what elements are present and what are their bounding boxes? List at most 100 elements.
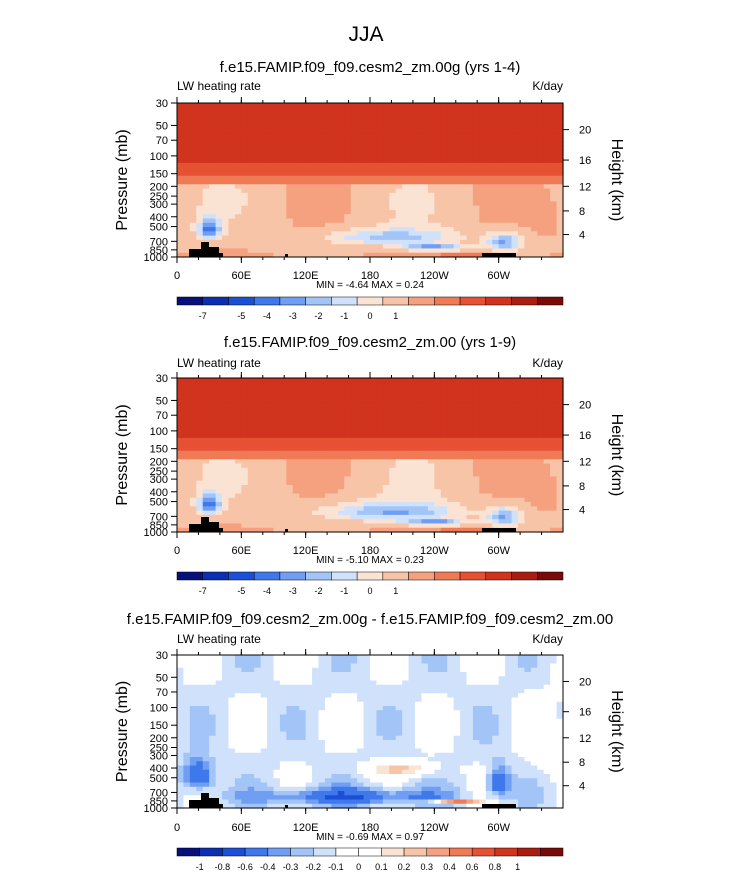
contour-cell — [196, 472, 204, 477]
contour-cell — [305, 442, 313, 448]
contour-cell — [550, 103, 558, 108]
contour-cell — [466, 425, 474, 430]
contour-cell — [273, 472, 281, 477]
contour-cell — [183, 197, 191, 202]
contour-cell — [189, 171, 197, 177]
contour-cell — [286, 188, 294, 194]
contour-cell — [498, 463, 506, 469]
contour-cell — [453, 231, 461, 237]
contour-cell — [524, 390, 532, 396]
contour-cell — [292, 459, 300, 465]
contour-cell — [543, 446, 551, 452]
contour-cell — [286, 493, 294, 499]
contour-cell — [202, 420, 210, 426]
contour-cell — [196, 752, 204, 758]
contour-cell — [376, 128, 384, 134]
contour-cell — [305, 493, 313, 499]
contour-cell — [556, 197, 564, 202]
contour-cell — [466, 510, 474, 516]
contour-cell — [196, 731, 204, 737]
contour-cell — [479, 137, 487, 143]
contour-cell — [254, 188, 262, 194]
contour-cell — [222, 386, 230, 392]
contour-cell — [299, 214, 307, 220]
contour-cell — [215, 523, 223, 529]
contour-cell — [312, 446, 320, 452]
x-tick-label: 120W — [420, 545, 449, 557]
contour-cell — [530, 446, 538, 452]
contour-cell — [215, 757, 223, 762]
contour-cell — [453, 467, 461, 473]
contour-cell — [466, 429, 474, 435]
contour-cell — [234, 132, 242, 138]
contour-cell — [177, 450, 185, 456]
contour-cell — [434, 514, 442, 520]
contour-cell — [556, 429, 564, 435]
contour-cell — [202, 727, 210, 733]
contour-cell — [460, 175, 468, 181]
contour-cell — [222, 723, 230, 728]
contour-cell — [505, 493, 513, 499]
contour-cell — [376, 141, 384, 147]
contour-cell — [415, 188, 423, 194]
contour-cell — [299, 150, 307, 155]
contour-cell — [183, 111, 191, 117]
contour-cell — [460, 235, 468, 241]
contour-cell — [357, 154, 365, 160]
contour-cell — [498, 205, 506, 211]
contour-cell — [234, 197, 242, 202]
contour-cell — [498, 231, 506, 237]
contour-cell — [511, 167, 519, 173]
contour-cell — [196, 132, 204, 138]
contour-cell — [421, 390, 429, 396]
contour-cell — [344, 446, 352, 452]
contour-cell — [524, 239, 532, 245]
contour-cell — [382, 141, 390, 147]
contour-cell — [530, 382, 538, 388]
contour-cell — [177, 158, 185, 164]
contour-cell — [196, 407, 204, 413]
contour-cell — [228, 706, 236, 711]
contour-cell — [209, 137, 217, 143]
contour-cell — [389, 382, 397, 388]
contour-cell — [440, 115, 448, 121]
contour-cell — [408, 446, 416, 452]
contour-cell — [479, 128, 487, 134]
contour-cell — [517, 416, 525, 422]
contour-cell — [440, 382, 448, 388]
contour-cell — [460, 463, 468, 469]
contour-cell — [324, 420, 332, 426]
contour-cell — [209, 748, 217, 754]
contour-cell — [331, 120, 339, 125]
contour-cell — [543, 386, 551, 392]
contour-cell — [312, 137, 320, 143]
contour-cell — [550, 378, 558, 383]
contour-cell — [492, 175, 500, 181]
contour-cell — [215, 680, 223, 686]
contour-cell — [324, 248, 332, 254]
contour-cell — [408, 197, 416, 202]
contour-cell — [363, 205, 371, 211]
contour-cell — [189, 693, 197, 699]
contour-cell — [318, 231, 326, 237]
contour-cell — [183, 497, 191, 503]
contour-cell — [370, 455, 378, 460]
contour-cell — [550, 248, 558, 254]
contour-cell — [312, 493, 320, 499]
contour-cell — [466, 145, 474, 151]
contour-cell — [202, 227, 210, 232]
contour-cell — [376, 222, 384, 228]
contour-cell — [254, 180, 262, 185]
contour-cell — [273, 180, 281, 185]
contour-cell — [427, 386, 435, 392]
contour-cell — [305, 514, 313, 520]
contour-cell — [228, 655, 236, 660]
contour-cell — [472, 137, 480, 143]
contour-cell — [395, 514, 403, 520]
contour-cell — [472, 450, 480, 456]
colorbar: -7 -5 -4 -3 -2 -1 0 1 — [176, 571, 564, 596]
contour-cell — [286, 124, 294, 130]
contour-cell — [524, 378, 532, 383]
contour-cell — [460, 154, 468, 160]
contour-cell — [466, 141, 474, 147]
